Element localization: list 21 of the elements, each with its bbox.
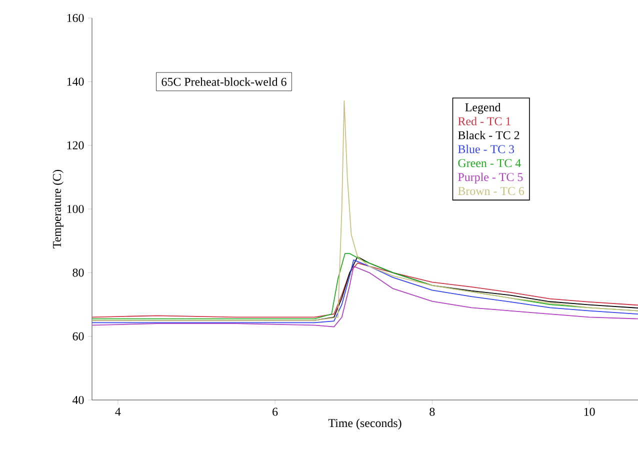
text: Red - TC 1	[458, 116, 510, 126]
y-axis-title: Temperature (C)	[52, 170, 64, 248]
x-tick-label: 4	[115, 408, 121, 416]
y-tick-label: 100	[67, 204, 84, 214]
text: Black - TC 2	[458, 130, 520, 140]
x-axis-title: Time (seconds)	[328, 418, 402, 430]
y-tick-label: 120	[67, 141, 84, 150]
text: 65C Preheat-block-weld 6	[162, 77, 286, 86]
y-tick-label: 160	[67, 14, 84, 22]
x-tick-label: 10	[584, 408, 595, 416]
legend-title: Legend	[465, 102, 501, 114]
y-tick-label: 140	[67, 78, 84, 86]
y-tick-label: 80	[72, 268, 84, 277]
y-tick-label: 40	[72, 396, 84, 404]
text: Brown - TC 6	[458, 187, 524, 196]
x-tick-label: 8	[430, 408, 435, 416]
text: Blue - TC 3	[458, 144, 514, 154]
x-tick-label: 6	[272, 408, 278, 416]
text: Green - TC 4	[458, 159, 521, 168]
y-tick-label: 60	[72, 332, 84, 340]
text: Purple - TC 5	[458, 172, 523, 184]
